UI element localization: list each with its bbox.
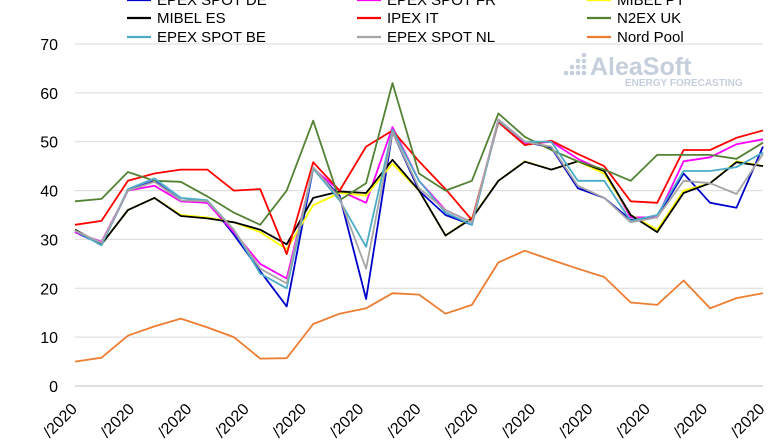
- y-tick-label: 60: [40, 86, 58, 103]
- logo-dot-4: [575, 64, 581, 70]
- series-line-nord-pool: [74, 249, 764, 363]
- x-tick-label: /2020: [384, 401, 424, 440]
- aleasoft-watermark: AleaSoft ENERGY FORECASTING: [563, 52, 743, 89]
- x-tick-label: /2020: [155, 401, 195, 440]
- x-tick-label: /2020: [270, 401, 310, 440]
- logo-dot-7: [581, 64, 587, 70]
- x-tick-label: /2020: [442, 401, 482, 440]
- x-tick-labels: /2020/2020/2020/2020/2020/2020/2020/2020…: [40, 401, 768, 440]
- y-tick-label: 40: [40, 184, 58, 201]
- legend: EPEX SPOT DE EPEX SPOT FR MIBEL PT MIBEL ES…: [127, 0, 685, 46]
- x-tick-label: /2020: [98, 401, 138, 440]
- legend-label: MIBEL ES: [157, 10, 226, 27]
- logo-dot-2: [569, 64, 575, 70]
- series-lines: [74, 82, 764, 363]
- legend-label: EPEX SPOT BE: [157, 29, 266, 46]
- legend-label: MIBEL PT: [617, 0, 685, 9]
- logo-dot-5: [575, 58, 581, 64]
- y-tick-label: 10: [40, 330, 58, 347]
- aleasoft-logo-icon: [563, 52, 587, 76]
- x-tick-label: /2020: [212, 401, 252, 440]
- series-line-epex-spot-be: [74, 119, 764, 290]
- y-tick-label: 30: [40, 232, 58, 249]
- legend-label: N2EX UK: [617, 10, 681, 27]
- legend-label: EPEX SPOT NL: [387, 29, 495, 46]
- logo-dot-6: [581, 70, 587, 76]
- x-tick-label: /2020: [327, 401, 367, 440]
- x-tick-label: /2020: [671, 401, 711, 440]
- y-tick-labels: 0 10 20 30 40 50 60 70: [40, 37, 58, 396]
- logo-dot-0: [563, 70, 569, 76]
- x-tick-label: /2020: [499, 401, 539, 440]
- x-tick-label: /2020: [728, 401, 768, 440]
- logo-dot-9: [581, 52, 587, 58]
- legend-label: IPEX IT: [387, 10, 439, 27]
- y-tick-label: 20: [40, 281, 58, 298]
- y-tick-label: 50: [40, 135, 58, 152]
- watermark-brand: AleaSoft: [590, 53, 692, 81]
- logo-dot-3: [575, 70, 581, 76]
- series-line-ipex-it: [74, 121, 764, 256]
- gridlines: [75, 43, 763, 338]
- legend-label: Nord Pool: [617, 29, 684, 46]
- legend-label: EPEX SPOT FR: [387, 0, 496, 9]
- logo-dot-1: [569, 70, 575, 76]
- x-tick-label: /2020: [40, 401, 80, 440]
- y-tick-label: 70: [40, 37, 58, 54]
- series-line-n2ex-uk: [74, 82, 764, 226]
- x-tick-label: /2020: [613, 401, 653, 440]
- watermark-tagline: ENERGY FORECASTING: [625, 78, 743, 89]
- series-line-epex-spot-nl: [74, 118, 764, 285]
- y-tick-label: 0: [49, 379, 58, 396]
- series-line-mibel-es: [74, 158, 764, 246]
- x-tick-label: /2020: [556, 401, 596, 440]
- legend-label: EPEX SPOT DE: [157, 0, 267, 9]
- logo-dot-8: [581, 58, 587, 64]
